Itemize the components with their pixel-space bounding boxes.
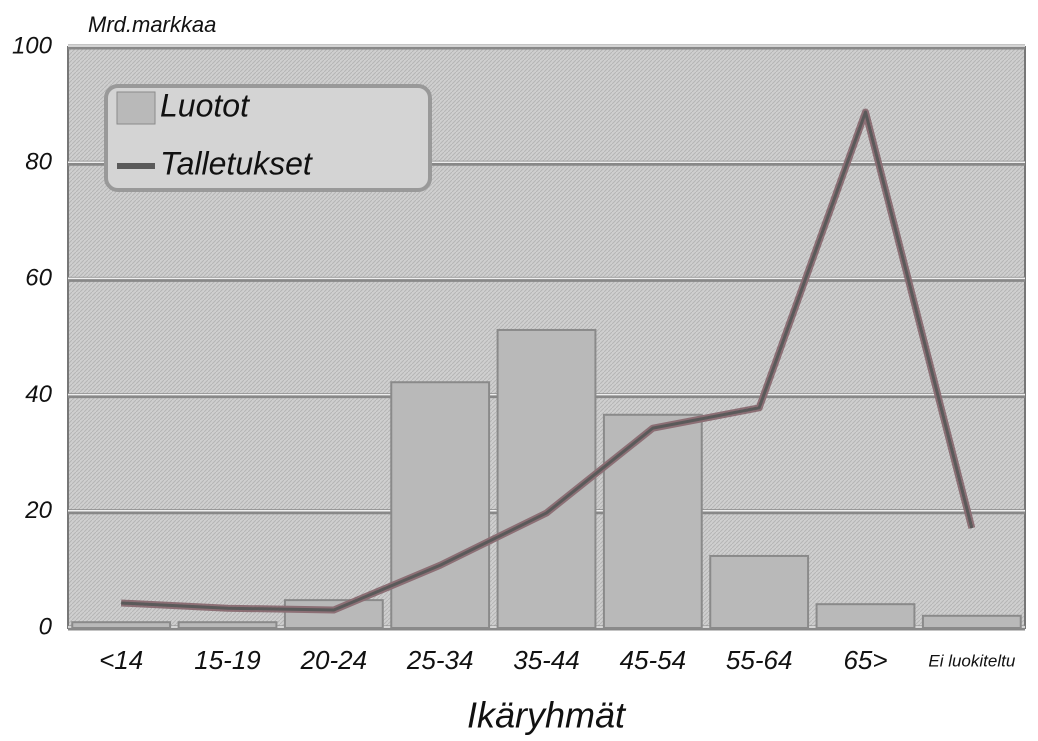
x-tick-label: 25-34 <box>406 645 474 675</box>
y-tick-label: 20 <box>24 497 52 524</box>
bar <box>177 621 278 630</box>
bar <box>496 328 597 629</box>
bar <box>602 413 703 630</box>
legend-label: Luotot <box>160 87 250 123</box>
bar <box>921 614 1022 630</box>
x-axis-label: Ikäryhmät <box>467 695 627 736</box>
legend-box <box>104 84 432 192</box>
x-tick-label: 55-64 <box>726 645 793 675</box>
marks <box>71 108 1022 630</box>
x-tick-label: <14 <box>99 645 143 675</box>
x-tick-label: 65> <box>843 645 887 675</box>
x-tick-label: Ei luokiteltu <box>928 651 1015 670</box>
line <box>121 110 974 612</box>
bar <box>283 599 384 629</box>
x-tick-label: 15-19 <box>194 645 261 675</box>
y-tick-label: 80 <box>25 149 52 176</box>
bar <box>71 621 172 630</box>
bar <box>815 603 916 630</box>
x-tick-label: 45-54 <box>620 645 687 675</box>
legend-label: Talletukset <box>160 145 313 181</box>
bar <box>709 554 810 629</box>
y-tick-label: 40 <box>25 381 52 408</box>
y-tick-label: 100 <box>12 32 53 59</box>
x-tick-label: 20-24 <box>300 645 368 675</box>
legend: Luotot Talletukset <box>104 84 432 192</box>
y-tick-label: 60 <box>25 265 52 292</box>
y-axis-label: Mrd.markkaa <box>88 12 216 37</box>
bar <box>390 381 491 629</box>
x-tick-label: 35-44 <box>513 645 580 675</box>
legend-swatch <box>116 91 156 125</box>
y-tick-label: 0 <box>39 613 53 640</box>
